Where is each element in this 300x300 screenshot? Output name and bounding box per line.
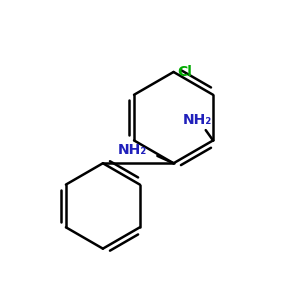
Text: NH₂: NH₂ [182, 113, 212, 127]
Text: Cl: Cl [177, 65, 192, 79]
Text: NH₂: NH₂ [118, 143, 147, 157]
